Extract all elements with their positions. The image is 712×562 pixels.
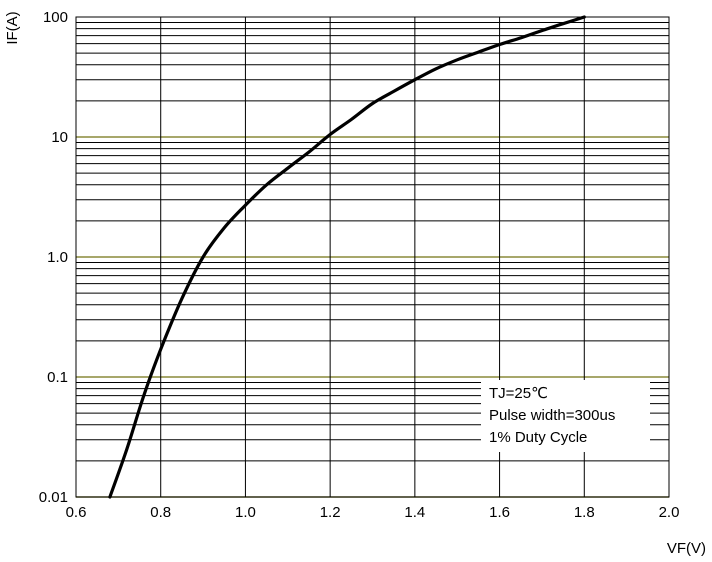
y-tick-labels: 0.01 0.1 1.0 10 100 bbox=[39, 9, 68, 506]
annotation-line-3: 1% Duty Cycle bbox=[489, 429, 587, 446]
x-tick-label: 1.6 bbox=[489, 504, 510, 521]
x-tick-label: 1.4 bbox=[404, 504, 425, 521]
x-tick-labels: 0.6 0.8 1.0 1.2 1.4 1.6 1.8 2.0 bbox=[66, 504, 680, 521]
grid-lines bbox=[75, 17, 670, 498]
x-tick-label: 2.0 bbox=[659, 504, 680, 521]
y-tick-label: 0.1 bbox=[47, 369, 68, 386]
y-tick-label: 0.01 bbox=[39, 489, 68, 506]
x-tick-label: 1.0 bbox=[235, 504, 256, 521]
annotation-line-1: TJ=25℃ bbox=[489, 385, 548, 402]
annotation-line-2: Pulse width=300us bbox=[489, 407, 615, 424]
y-axis-title: IF(A) bbox=[4, 11, 21, 44]
y-tick-label: 100 bbox=[43, 9, 68, 26]
y-tick-label: 10 bbox=[51, 129, 68, 146]
plot-frame bbox=[75, 16, 670, 498]
x-tick-label: 0.8 bbox=[150, 504, 171, 521]
x-tick-label: 0.6 bbox=[66, 504, 87, 521]
curve-layer bbox=[108, 15, 586, 499]
y-tick-label: 1.0 bbox=[47, 249, 68, 266]
forward-current-curve bbox=[108, 15, 586, 499]
annotation-background bbox=[481, 380, 650, 452]
x-axis-title: VF(V) bbox=[667, 540, 706, 557]
annotation-box: TJ=25℃ Pulse width=300us 1% Duty Cycle bbox=[481, 380, 650, 452]
x-tick-label: 1.2 bbox=[320, 504, 341, 521]
x-tick-label: 1.8 bbox=[574, 504, 595, 521]
